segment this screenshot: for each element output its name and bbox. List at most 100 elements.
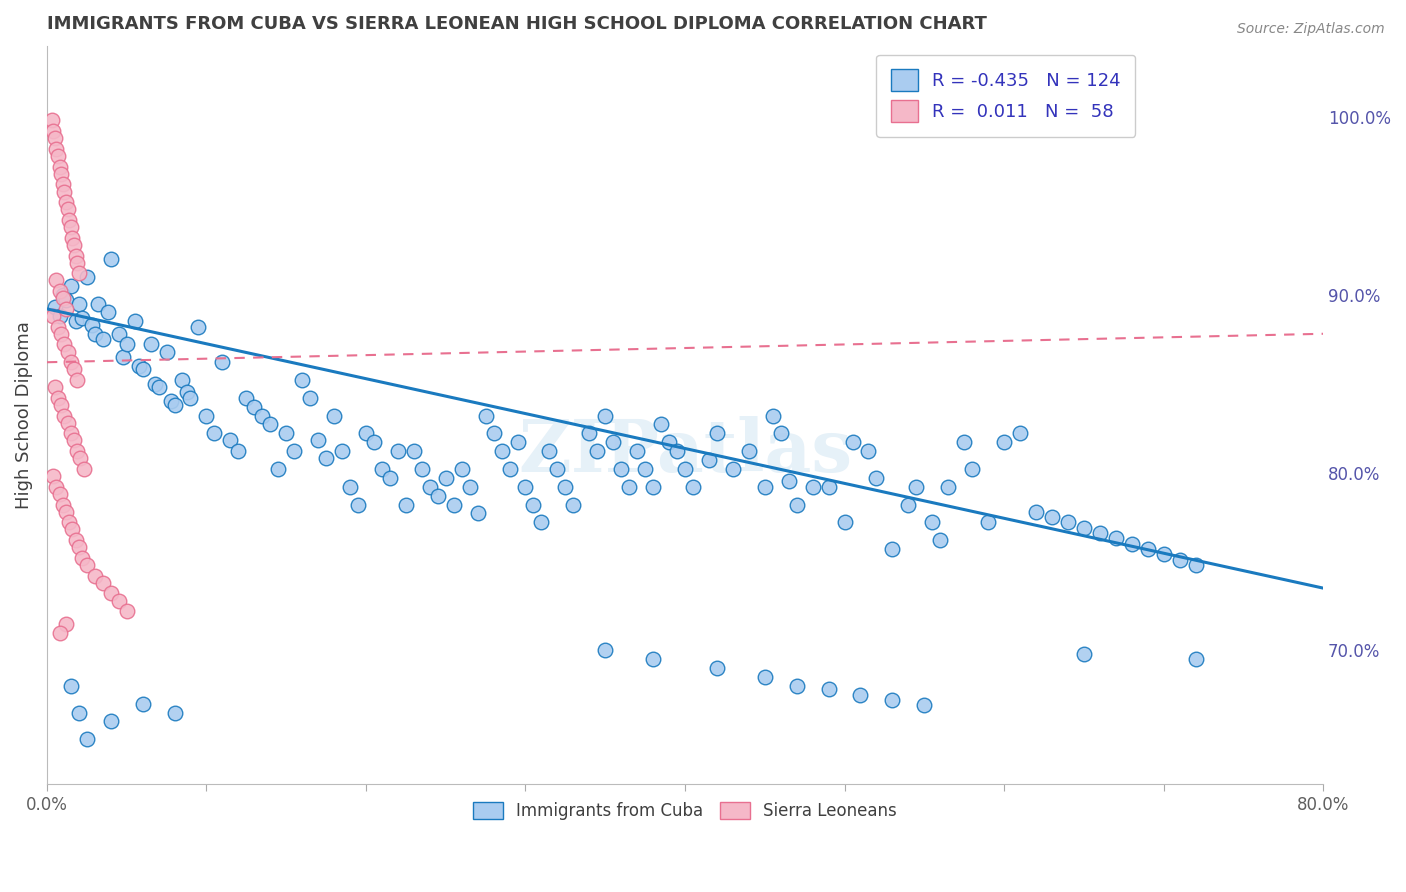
Point <box>76 558 98 572</box>
Point <box>53 409 76 423</box>
Point <box>929 533 952 547</box>
Point <box>76 732 98 747</box>
Point <box>754 670 776 684</box>
Point <box>426 489 449 503</box>
Point <box>52 287 75 301</box>
Point <box>1088 525 1111 540</box>
Point <box>83 568 105 582</box>
Point <box>100 252 122 266</box>
Point <box>993 435 1015 450</box>
Point <box>211 355 233 369</box>
Point <box>307 434 329 448</box>
Point <box>53 337 76 351</box>
Point <box>546 462 568 476</box>
Point <box>58 213 80 227</box>
Point <box>921 516 943 530</box>
Point <box>163 398 186 412</box>
Point <box>593 643 616 657</box>
Point <box>72 462 94 476</box>
Point <box>554 480 576 494</box>
Point <box>56 344 79 359</box>
Point <box>706 661 728 675</box>
Point <box>299 391 322 405</box>
Point <box>1153 547 1175 561</box>
Point <box>1073 647 1095 661</box>
Point <box>267 462 290 476</box>
Point <box>834 516 856 530</box>
Point <box>491 444 513 458</box>
Point <box>65 314 87 328</box>
Point <box>202 426 225 441</box>
Point <box>858 444 880 458</box>
Point <box>219 434 242 448</box>
Point <box>128 359 150 373</box>
Point <box>67 540 90 554</box>
Point <box>56 416 79 430</box>
Point <box>530 516 553 530</box>
Point <box>124 314 146 328</box>
Point <box>100 586 122 600</box>
Point <box>578 426 600 441</box>
Point <box>66 255 89 269</box>
Point <box>354 426 377 441</box>
Point <box>58 516 80 530</box>
Point <box>87 296 110 310</box>
Point <box>243 400 266 414</box>
Point <box>515 480 537 494</box>
Point <box>107 326 129 341</box>
Point <box>769 426 792 441</box>
Point <box>1184 652 1206 666</box>
Point <box>76 269 98 284</box>
Point <box>977 516 1000 530</box>
Point <box>953 435 976 450</box>
Point <box>51 398 73 412</box>
Point <box>643 480 665 494</box>
Point <box>1136 541 1159 556</box>
Point <box>378 471 401 485</box>
Point <box>482 426 505 441</box>
Point <box>865 471 887 485</box>
Point <box>48 160 70 174</box>
Point <box>139 337 162 351</box>
Point <box>91 332 114 346</box>
Point <box>235 391 257 405</box>
Point <box>46 319 69 334</box>
Point <box>63 238 86 252</box>
Point <box>673 462 696 476</box>
Point <box>387 444 409 458</box>
Point <box>371 462 394 476</box>
Point <box>960 462 983 476</box>
Point <box>187 319 209 334</box>
Point <box>51 167 73 181</box>
Point <box>283 444 305 458</box>
Point <box>100 714 122 729</box>
Point <box>330 444 353 458</box>
Point <box>48 284 70 298</box>
Point <box>506 435 529 450</box>
Point <box>450 462 472 476</box>
Point <box>905 480 928 494</box>
Text: IMMIGRANTS FROM CUBA VS SIERRA LEONEAN HIGH SCHOOL DIPLOMA CORRELATION CHART: IMMIGRANTS FROM CUBA VS SIERRA LEONEAN H… <box>46 15 987 33</box>
Point <box>259 417 281 432</box>
Point <box>778 475 800 489</box>
Point <box>42 124 65 138</box>
Y-axis label: High School Diploma: High School Diploma <box>15 321 32 508</box>
Point <box>1168 552 1191 566</box>
Point <box>70 550 93 565</box>
Point <box>67 706 90 720</box>
Point <box>63 362 86 376</box>
Point <box>1040 510 1063 524</box>
Point <box>626 444 648 458</box>
Point <box>91 575 114 590</box>
Point <box>44 380 66 394</box>
Point <box>434 471 457 485</box>
Point <box>55 293 77 307</box>
Point <box>1057 516 1080 530</box>
Point <box>849 688 872 702</box>
Point <box>1008 426 1031 441</box>
Point <box>51 326 73 341</box>
Point <box>63 434 86 448</box>
Point <box>586 444 609 458</box>
Point <box>228 444 250 458</box>
Point <box>65 533 87 547</box>
